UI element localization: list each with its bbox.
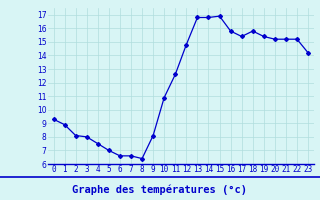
Text: Graphe des températures (°c): Graphe des températures (°c) bbox=[73, 185, 247, 195]
